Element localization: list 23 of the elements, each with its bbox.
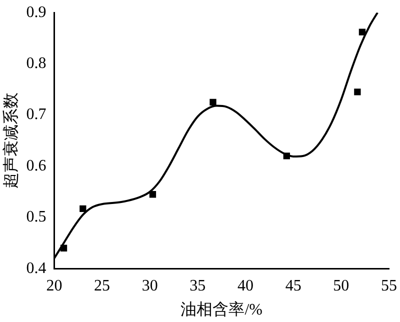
- x-tick-label: 35: [190, 277, 206, 294]
- y-tick-label: 0.8: [26, 55, 46, 72]
- point: [80, 205, 86, 212]
- x-tick-label: 40: [238, 277, 254, 294]
- point: [354, 88, 361, 96]
- x-tick-label: 55: [381, 277, 397, 294]
- point: [358, 28, 366, 36]
- x-tick-label: 25: [94, 277, 110, 294]
- y-tick-label: 0.5: [26, 208, 46, 226]
- y-tick-label: 0.6: [26, 157, 46, 174]
- x-tick-label: 50: [333, 277, 350, 294]
- y-tick-label: 0.4: [26, 260, 46, 277]
- x-tick-label: 20: [46, 277, 62, 294]
- y-tick-label: 0.7: [26, 106, 46, 124]
- point: [149, 191, 156, 198]
- y-axis-title: 超声衰减系数: [2, 92, 20, 189]
- y-tick-label: 0.9: [26, 4, 46, 21]
- x-axis-title: 油相含率/%: [180, 300, 262, 319]
- point: [283, 152, 290, 160]
- point: [210, 98, 216, 106]
- x-tick-label: 45: [285, 277, 302, 294]
- x-tick-label: 30: [142, 277, 158, 294]
- point: [60, 244, 68, 252]
